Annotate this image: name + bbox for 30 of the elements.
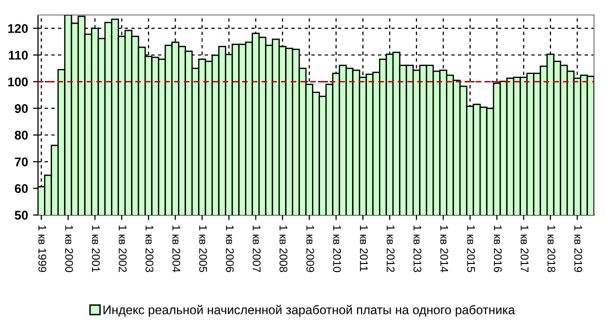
x-tick-label: 1 кв 2017	[520, 226, 529, 272]
y-tick-label: 60	[14, 184, 28, 193]
x-tick-label: 1 кв 2007	[252, 226, 261, 272]
y-tick-label: 120	[8, 24, 28, 33]
x-tick-label: 1 кв 2000	[65, 226, 74, 272]
x-tick-label: 1 кв 2005	[199, 226, 208, 272]
x-tick-label: 1 кв 2019	[574, 226, 582, 272]
y-tick-label: 90	[14, 104, 28, 113]
x-tick-label: 1 кв 2018	[547, 226, 556, 272]
x-tick-label: 1 кв 2006	[226, 226, 234, 272]
x-tick-label: 1 кв 2012	[386, 226, 395, 272]
x-tick-label: 1 кв 2002	[118, 226, 127, 272]
y-tick-label: 50	[14, 210, 28, 220]
x-tick-label: 1 кв 2009	[306, 226, 314, 272]
x-tick-label: 1 кв 2013	[414, 226, 422, 272]
x-tick-label: 1 кв 2011	[360, 226, 368, 272]
x-tick-label: 1 кв 2016	[494, 226, 502, 272]
y-tick-label: 70	[14, 157, 28, 166]
y-tick-label: 100	[8, 77, 28, 86]
y-tick-label: 110	[8, 50, 28, 60]
x-tick-label: 1 кв 2003	[146, 226, 154, 272]
x-tick-label: 1 кв 2004	[172, 226, 180, 272]
legend-label: Индекс реальной начисленной заработной платы на одного работника	[104, 304, 516, 317]
x-tick-label: 1 кв 2015	[467, 226, 475, 272]
x-tick-label: 1 кв 1999	[38, 226, 46, 272]
x-tick-label: 1 кв 2008	[280, 226, 288, 272]
x-tick-label: 1 кв 2001	[92, 226, 100, 272]
y-tick-label: 80	[14, 130, 28, 140]
x-tick-label: 1 кв 2014	[440, 226, 448, 272]
x-tick-label: 1 кв 2010	[333, 226, 341, 272]
